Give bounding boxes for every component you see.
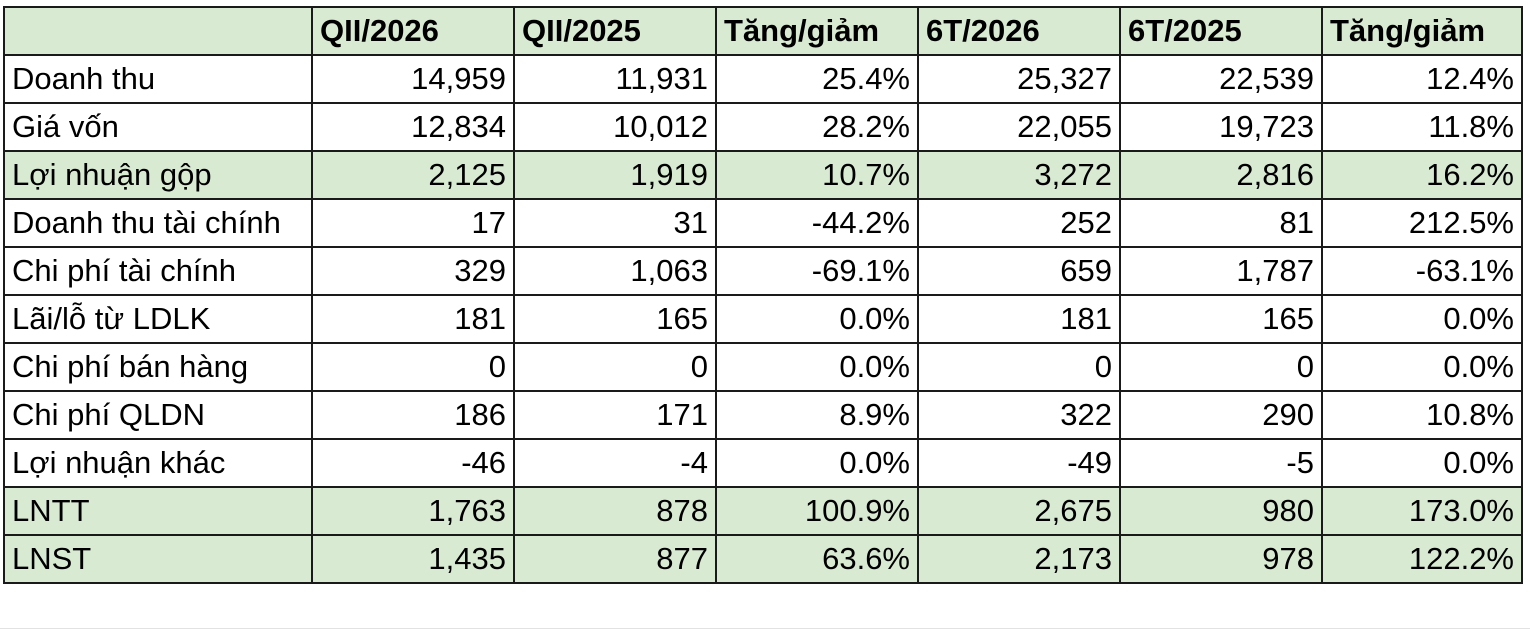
table-row: Doanh thu 14,959 11,931 25.4% 25,327 22,539 12… <box>3 54 1523 104</box>
row-label-cell[interactable]: Lợi nhuận khác <box>3 438 313 488</box>
value-cell[interactable]: 22,539 <box>1119 54 1323 104</box>
value-cell[interactable]: 322 <box>917 390 1121 440</box>
value-cell[interactable]: 28.2% <box>715 102 919 152</box>
value-cell[interactable]: 0 <box>917 342 1121 392</box>
table-row: Lãi/lỗ từ LDLK 181 165 0.0% 181 165 0.0% <box>3 294 1523 344</box>
value-cell[interactable]: 25.4% <box>715 54 919 104</box>
value-cell[interactable]: 2,125 <box>311 150 515 200</box>
value-cell[interactable]: 0 <box>513 342 717 392</box>
value-cell[interactable]: 181 <box>917 294 1121 344</box>
value-cell[interactable]: 122.2% <box>1321 534 1523 584</box>
value-cell[interactable]: -69.1% <box>715 246 919 296</box>
value-cell[interactable]: 11,931 <box>513 54 717 104</box>
row-label-cell[interactable]: Lãi/lỗ từ LDLK <box>3 294 313 344</box>
value-cell[interactable]: 186 <box>311 390 515 440</box>
table-row: Chi phí tài chính 329 1,063 -69.1% 659 1,787-… <box>3 246 1523 296</box>
row-label-cell[interactable]: Chi phí tài chính <box>3 246 313 296</box>
header-cell-6t-2026[interactable]: 6T/2026 <box>917 6 1121 56</box>
row-label-cell[interactable]: LNTT <box>3 486 313 536</box>
header-cell-half-year-change[interactable]: Tăng/giảm <box>1321 6 1523 56</box>
row-label-cell[interactable]: Doanh thu <box>3 54 313 104</box>
value-cell[interactable]: 25,327 <box>917 54 1121 104</box>
value-cell[interactable]: 978 <box>1119 534 1323 584</box>
value-cell[interactable]: 8.9% <box>715 390 919 440</box>
sheet-gridline <box>0 628 1530 635</box>
value-cell[interactable]: 980 <box>1119 486 1323 536</box>
header-cell-6t-2025[interactable]: 6T/2025 <box>1119 6 1323 56</box>
value-cell[interactable]: 1,787 <box>1119 246 1323 296</box>
value-cell[interactable]: 329 <box>311 246 515 296</box>
row-label-cell[interactable]: Lợi nhuận gộp <box>3 150 313 200</box>
value-cell[interactable]: -44.2% <box>715 198 919 248</box>
value-cell[interactable]: 22,055 <box>917 102 1121 152</box>
table-row: Lợi nhuận khác -46 -4 0.0% -49 -5 0.0% <box>3 438 1523 488</box>
financial-results-table: QII/2026 QII/2025 Tăng/giảm 6T/2026 6T/2… <box>3 6 1523 584</box>
table-row: Doanh thu tài chính 17 31 -44.2% 252 81 212.5% <box>3 198 1523 248</box>
value-cell[interactable]: 659 <box>917 246 1121 296</box>
value-cell[interactable]: 0 <box>1119 342 1323 392</box>
value-cell[interactable]: 12,834 <box>311 102 515 152</box>
value-cell[interactable]: 10,012 <box>513 102 717 152</box>
value-cell[interactable]: 10.8% <box>1321 390 1523 440</box>
value-cell[interactable]: 16.2% <box>1321 150 1523 200</box>
value-cell[interactable]: 212.5% <box>1321 198 1523 248</box>
value-cell[interactable]: -4 <box>513 438 717 488</box>
row-label-cell[interactable]: Giá vốn <box>3 102 313 152</box>
value-cell[interactable]: 0.0% <box>715 342 919 392</box>
value-cell[interactable]: 19,723 <box>1119 102 1323 152</box>
header-cell-quarter-change[interactable]: Tăng/giảm <box>715 6 919 56</box>
table-row: Chi phí bán hàng 0 0 0.0% 0 0 0.0% <box>3 342 1523 392</box>
value-cell[interactable]: 81 <box>1119 198 1323 248</box>
row-label-cell[interactable]: Chi phí QLDN <box>3 390 313 440</box>
value-cell[interactable]: 877 <box>513 534 717 584</box>
value-cell[interactable]: 63.6% <box>715 534 919 584</box>
value-cell[interactable]: 173.0% <box>1321 486 1523 536</box>
value-cell[interactable]: 17 <box>311 198 515 248</box>
value-cell[interactable]: 31 <box>513 198 717 248</box>
row-label-cell[interactable]: Chi phí bán hàng <box>3 342 313 392</box>
value-cell[interactable]: -63.1% <box>1321 246 1523 296</box>
value-cell[interactable]: 1,063 <box>513 246 717 296</box>
header-cell-corner[interactable] <box>3 6 313 56</box>
value-cell[interactable]: 165 <box>513 294 717 344</box>
value-cell[interactable]: -46 <box>311 438 515 488</box>
value-cell[interactable]: 878 <box>513 486 717 536</box>
table-row: Chi phí QLDN 186 171 8.9% 322 290 10.8% <box>3 390 1523 440</box>
value-cell[interactable]: 0.0% <box>1321 438 1523 488</box>
table-body: Doanh thu 14,959 11,931 25.4% 25,327 22,539 12… <box>3 54 1523 584</box>
value-cell[interactable]: 0.0% <box>1321 294 1523 344</box>
value-cell[interactable]: 11.8% <box>1321 102 1523 152</box>
value-cell[interactable]: 165 <box>1119 294 1323 344</box>
value-cell[interactable]: 2,173 <box>917 534 1121 584</box>
value-cell[interactable]: 171 <box>513 390 717 440</box>
value-cell[interactable]: 14,959 <box>311 54 515 104</box>
value-cell[interactable]: 12.4% <box>1321 54 1523 104</box>
value-cell[interactable]: 1,435 <box>311 534 515 584</box>
value-cell[interactable]: 0.0% <box>715 438 919 488</box>
row-label-cell[interactable]: LNST <box>3 534 313 584</box>
value-cell[interactable]: -5 <box>1119 438 1323 488</box>
value-cell[interactable]: 2,675 <box>917 486 1121 536</box>
value-cell[interactable]: 252 <box>917 198 1121 248</box>
value-cell[interactable]: 3,272 <box>917 150 1121 200</box>
table-row: Lợi nhuận gộp 2,125 1,919 10.7% 3,272 2,816 16… <box>3 150 1523 200</box>
table-row: LNST 1,435 877 63.6% 2,173 978 122.2% <box>3 534 1523 584</box>
header-row: QII/2026 QII/2025 Tăng/giảm 6T/2026 6T/2… <box>3 6 1523 56</box>
value-cell[interactable]: 1,763 <box>311 486 515 536</box>
row-label-cell[interactable]: Doanh thu tài chính <box>3 198 313 248</box>
value-cell[interactable]: 10.7% <box>715 150 919 200</box>
value-cell[interactable]: 1,919 <box>513 150 717 200</box>
value-cell[interactable]: -49 <box>917 438 1121 488</box>
table-row: LNTT 1,763 878 100.9% 2,675 980 173.0% <box>3 486 1523 536</box>
table-row: Giá vốn 12,834 10,012 28.2% 22,055 19,723 11.8… <box>3 102 1523 152</box>
value-cell[interactable]: 290 <box>1119 390 1323 440</box>
value-cell[interactable]: 181 <box>311 294 515 344</box>
value-cell[interactable]: 0.0% <box>715 294 919 344</box>
value-cell[interactable]: 0 <box>311 342 515 392</box>
value-cell[interactable]: 2,816 <box>1119 150 1323 200</box>
header-cell-qii-2026[interactable]: QII/2026 <box>311 6 515 56</box>
value-cell[interactable]: 0.0% <box>1321 342 1523 392</box>
value-cell[interactable]: 100.9% <box>715 486 919 536</box>
header-cell-qii-2025[interactable]: QII/2025 <box>513 6 717 56</box>
